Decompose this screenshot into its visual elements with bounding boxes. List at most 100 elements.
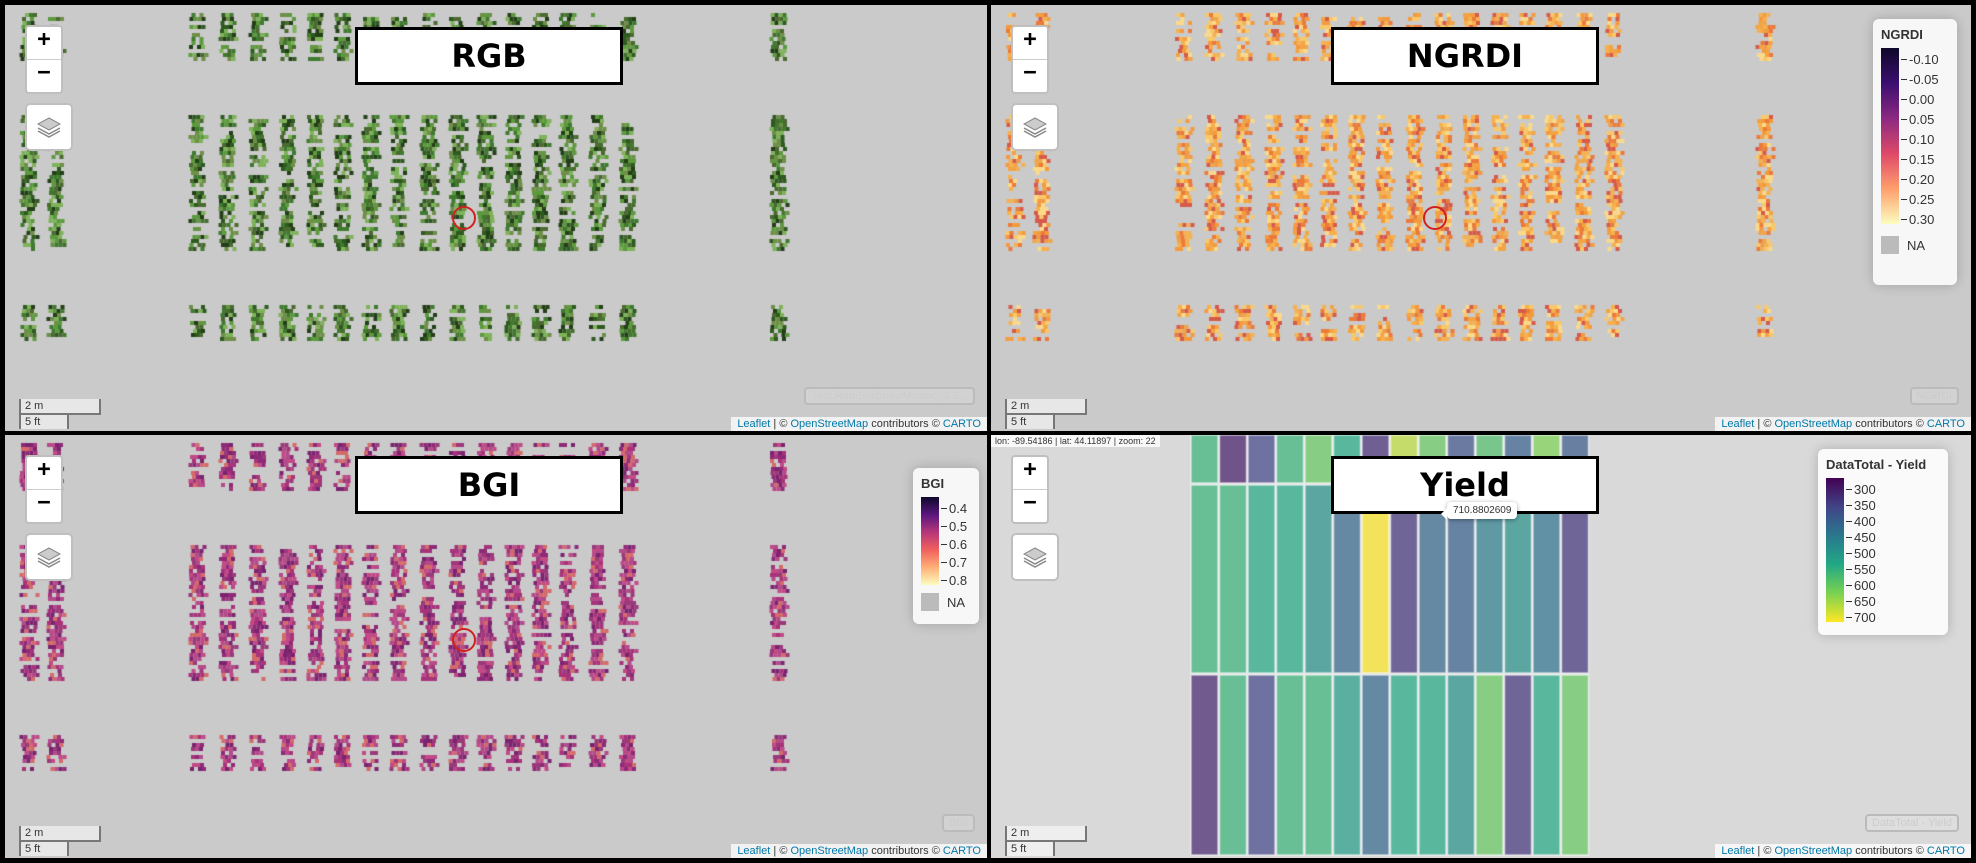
legend-tick-label: 0.7 bbox=[940, 555, 968, 570]
legend-tick-label: 0.05 bbox=[1900, 112, 1935, 127]
leaflet-link[interactable]: Leaflet bbox=[1721, 845, 1755, 857]
na-label: NA bbox=[947, 594, 966, 610]
legend-tick-label: 0.30 bbox=[1900, 212, 1935, 227]
layer-name-label: Test.RemSoil5newMosaic_3.2... bbox=[804, 387, 975, 405]
map-attribution: Leaflet | © OpenStreetMap contributors ©… bbox=[731, 844, 987, 858]
scale-imperial: 5 ft bbox=[19, 840, 69, 856]
yield-map-panel[interactable]: lon: -89.54186 | lat: 44.11897 | zoom: 2… bbox=[991, 435, 1971, 858]
layer-name-label: NGRDI bbox=[1909, 387, 1959, 405]
na-swatch bbox=[1881, 236, 1899, 254]
layers-icon bbox=[1022, 547, 1048, 568]
selected-location-marker[interactable] bbox=[452, 206, 476, 230]
leaflet-link[interactable]: Leaflet bbox=[737, 418, 771, 430]
osm-link[interactable]: OpenStreetMap bbox=[790, 845, 869, 857]
zoom-out-button[interactable]: − bbox=[1023, 60, 1037, 85]
legend-tick-label: 0.00 bbox=[1900, 92, 1935, 107]
legend-tick-label: 0.4 bbox=[940, 501, 968, 516]
scale-imperial: 5 ft bbox=[19, 413, 69, 429]
carto-link[interactable]: CARTO bbox=[1926, 418, 1965, 430]
map-attribution: Leaflet | © OpenStreetMap contributors ©… bbox=[1715, 417, 1971, 431]
legend-tick-label: 650 bbox=[1846, 594, 1876, 609]
scale-bar: 2 m 5 ft bbox=[1005, 826, 1087, 856]
attribution-contrib: contributors © bbox=[1852, 845, 1927, 857]
attribution-contrib: contributors © bbox=[1852, 418, 1927, 430]
leaflet-link[interactable]: Leaflet bbox=[737, 845, 771, 857]
layers-control-button[interactable] bbox=[25, 103, 73, 151]
legend-tick-label: 700 bbox=[1846, 610, 1876, 625]
osm-link[interactable]: OpenStreetMap bbox=[790, 418, 869, 430]
attribution-contrib: contributors © bbox=[868, 418, 943, 430]
map-attribution: Leaflet | © OpenStreetMap contributors ©… bbox=[1715, 844, 1971, 858]
panel-title: RGB bbox=[355, 27, 623, 85]
attribution-sep: | © bbox=[1754, 418, 1775, 430]
bgi-map-panel[interactable]: + − BGI BGI 0.4 0.5 0.6 0.7 0.8 NA BGI 2 m 5… bbox=[5, 435, 987, 858]
value-tooltip: 710.8802609 bbox=[1440, 502, 1518, 520]
attribution-sep: | © bbox=[770, 418, 791, 430]
legend-tick-label: 0.25 bbox=[1900, 192, 1935, 207]
zoom-out-button[interactable]: − bbox=[37, 60, 51, 85]
panel-title: NGRDI bbox=[1331, 27, 1599, 85]
legend-title: BGI bbox=[921, 476, 945, 491]
zoom-control: + − bbox=[25, 455, 63, 524]
layers-control-button[interactable] bbox=[1011, 103, 1059, 151]
legend-na: NA bbox=[1881, 236, 1925, 254]
leaflet-link[interactable]: Leaflet bbox=[1721, 418, 1755, 430]
osm-link[interactable]: OpenStreetMap bbox=[1774, 418, 1853, 430]
legend-na: NA bbox=[921, 593, 965, 611]
layers-icon bbox=[36, 547, 62, 568]
legend-tick-label: 0.20 bbox=[1900, 172, 1935, 187]
legend-tick-label: 300 bbox=[1846, 482, 1876, 497]
legend-colorbar bbox=[1881, 48, 1899, 224]
yield-legend: DataTotal - Yield 300 350 400 450 500 550 600 6… bbox=[1818, 449, 1948, 635]
rgb-map-panel[interactable]: + − RGB Test.RemSoil5newMosaic_3.2... 2 … bbox=[5, 5, 987, 431]
attribution-sep: | © bbox=[1754, 845, 1775, 857]
selected-location-marker[interactable] bbox=[452, 628, 476, 652]
zoom-control: + − bbox=[25, 25, 63, 94]
legend-tick-label: 400 bbox=[1846, 514, 1876, 529]
ngrdi-map-panel[interactable]: + − NGRDI NGRDI -0.10 -0.05 0.00 0.05 0.10 0.… bbox=[991, 5, 1971, 431]
carto-link[interactable]: CARTO bbox=[942, 418, 981, 430]
scale-bar: 2 m 5 ft bbox=[19, 826, 101, 856]
layer-name-label: DataTotal - Yield bbox=[1864, 814, 1959, 832]
zoom-out-button[interactable]: − bbox=[37, 490, 51, 515]
na-label: NA bbox=[1907, 237, 1926, 253]
legend-tick-label: -0.10 bbox=[1901, 52, 1939, 67]
osm-link[interactable]: OpenStreetMap bbox=[1774, 845, 1853, 857]
legend-tick-label: 450 bbox=[1846, 530, 1876, 545]
scale-bar: 2 m 5 ft bbox=[1005, 399, 1087, 429]
legend-colorbar bbox=[1826, 478, 1844, 622]
legend-tick-label: 350 bbox=[1846, 498, 1876, 513]
legend-tick-label: 600 bbox=[1846, 578, 1876, 593]
legend-tick-label: 500 bbox=[1846, 546, 1876, 561]
attribution-contrib: contributors © bbox=[868, 845, 943, 857]
legend-tick-label: 550 bbox=[1846, 562, 1876, 577]
legend-colorbar bbox=[921, 497, 939, 585]
zoom-in-button[interactable]: + bbox=[27, 457, 61, 490]
scale-imperial: 5 ft bbox=[1005, 413, 1055, 429]
attribution-sep: | © bbox=[770, 845, 791, 857]
layers-icon bbox=[1022, 117, 1048, 138]
legend-title: DataTotal - Yield bbox=[1826, 457, 1927, 472]
zoom-control: + − bbox=[1011, 455, 1049, 524]
panel-title: BGI bbox=[355, 456, 623, 514]
zoom-out-button[interactable]: − bbox=[1023, 490, 1037, 515]
scale-bar: 2 m 5 ft bbox=[19, 399, 101, 429]
zoom-in-button[interactable]: + bbox=[1013, 27, 1047, 60]
zoom-in-button[interactable]: + bbox=[27, 27, 61, 60]
na-swatch bbox=[921, 593, 939, 611]
layers-control-button[interactable] bbox=[25, 533, 73, 581]
selected-location-marker[interactable] bbox=[1423, 206, 1447, 230]
carto-link[interactable]: CARTO bbox=[942, 845, 981, 857]
legend-tick-label: 0.8 bbox=[940, 573, 968, 588]
map-attribution: Leaflet | © OpenStreetMap contributors ©… bbox=[731, 417, 987, 431]
legend-title: NGRDI bbox=[1881, 27, 1923, 42]
carto-link[interactable]: CARTO bbox=[1926, 845, 1965, 857]
zoom-in-button[interactable]: + bbox=[1013, 457, 1047, 490]
zoom-control: + − bbox=[1011, 25, 1049, 94]
ngrdi-legend: NGRDI -0.10 -0.05 0.00 0.05 0.10 0.15 0.20 0.25… bbox=[1873, 19, 1957, 285]
layers-control-button[interactable] bbox=[1011, 533, 1059, 581]
bgi-legend: BGI 0.4 0.5 0.6 0.7 0.8 NA bbox=[913, 468, 979, 624]
layers-icon bbox=[36, 117, 62, 138]
mouse-coordinates: lon: -89.54186 | lat: 44.11897 | zoom: 2… bbox=[991, 435, 1160, 447]
scale-imperial: 5 ft bbox=[1005, 840, 1055, 856]
